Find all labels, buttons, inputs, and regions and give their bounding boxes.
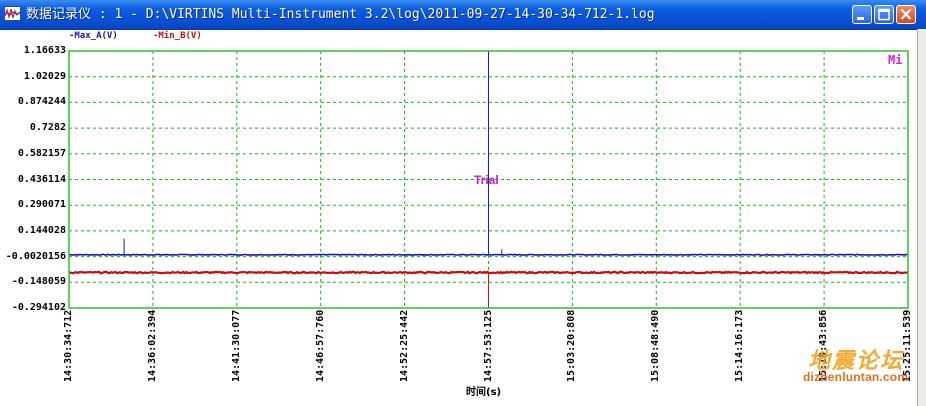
y-tick-label: 0.582157 <box>17 147 66 159</box>
x-tick-label: 15:03:20:808 <box>566 309 578 382</box>
series-line-max-a <box>68 253 908 256</box>
y-tick-label: -0.148059 <box>11 276 66 288</box>
y-tick-label: 0.874244 <box>17 96 66 108</box>
y-tick-label: 0.436114 <box>17 173 66 185</box>
watermark-url: dizhenluntan.com <box>803 370 909 384</box>
maximize-button[interactable] <box>874 5 894 24</box>
close-button[interactable] <box>896 5 916 24</box>
series-line-min-b <box>68 270 908 275</box>
background-window-edge <box>917 29 926 406</box>
maximize-icon <box>878 8 890 21</box>
waveform-icon[interactable] <box>4 6 21 21</box>
legend-item-min-b[interactable]: -Min_B(V) <box>153 31 202 41</box>
y-tick-label: 0.7282 <box>29 122 66 134</box>
minimize-button[interactable] <box>852 5 872 24</box>
y-tick-label: 1.16633 <box>23 45 66 56</box>
x-tick-label: 14:52:25:442 <box>398 309 410 382</box>
close-icon <box>900 8 912 20</box>
x-tick-label: 15:08:48:490 <box>650 309 662 382</box>
trial-marker-label: Trial <box>474 173 499 187</box>
y-tick-label: 0.290071 <box>17 199 66 211</box>
x-tick-label: 14:30:34:712 <box>63 309 74 382</box>
channel-marker-label: Mi <box>888 53 903 67</box>
watermark-logo: 地震论坛 <box>808 348 905 374</box>
y-tick-label: -0.0020156 <box>5 250 66 262</box>
window-title: 数据记录仪 : 1 - D:\VIRTINS Multi-Instrument … <box>26 7 655 22</box>
x-tick-label: 14:57:53:125 <box>482 309 494 382</box>
x-tick-label: 14:41:30:077 <box>230 309 242 382</box>
minimize-icon <box>857 17 864 20</box>
x-tick-label: 14:36:02:394 <box>146 309 158 382</box>
y-tick-label: -0.294102 <box>11 302 66 313</box>
x-tick-label: 15:14:16:173 <box>734 309 746 382</box>
title-bar[interactable]: 数据记录仪 : 1 - D:\VIRTINS Multi-Instrument … <box>0 0 926 30</box>
y-tick-label: 1.02029 <box>23 70 66 82</box>
x-axis-label: 时间(s) <box>466 387 502 398</box>
legend-item-max-a[interactable]: -Max_A(V) <box>69 31 118 41</box>
x-tick-label: 14:46:57:760 <box>314 309 326 382</box>
y-tick-label: 0.144028 <box>17 224 66 236</box>
